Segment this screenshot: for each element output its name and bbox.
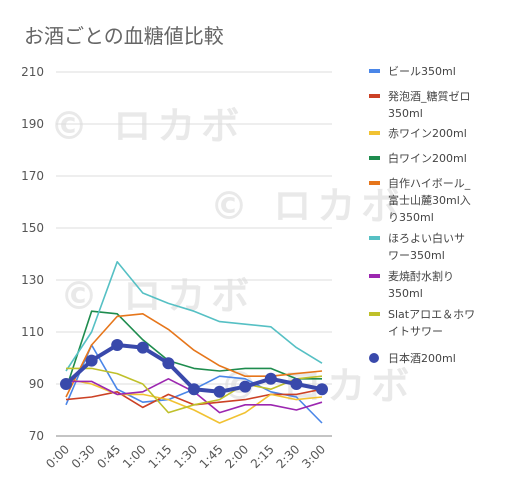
- data-point: [264, 372, 277, 385]
- legend-label: 麦焼酎水割り: [388, 269, 454, 283]
- data-point: [136, 341, 149, 354]
- legend-marker: [369, 353, 379, 363]
- y-tick-label: 90: [29, 377, 44, 391]
- legend-swatch: [369, 312, 380, 316]
- legend-label: イトサワー: [388, 325, 443, 338]
- data-point: [239, 380, 252, 393]
- series-line: [65, 260, 323, 372]
- x-tick-label: 2:00: [222, 442, 251, 471]
- x-tick-label: 1:15: [146, 442, 175, 471]
- legend-swatch: [369, 131, 380, 135]
- x-tick-label: 2:30: [274, 442, 303, 471]
- data-point: [188, 383, 200, 396]
- legend-swatch: [369, 94, 380, 98]
- legend-label: 350ml: [388, 107, 423, 120]
- legend-swatch: [369, 236, 380, 240]
- y-tick-label: 130: [21, 273, 44, 287]
- legend-label: Slatアロエ＆ホワ: [388, 308, 475, 321]
- legend-swatch: [369, 181, 380, 185]
- legend-label: ビール350ml: [388, 65, 456, 78]
- x-tick-label: 1:45: [197, 442, 226, 471]
- legend-label: り350ml: [388, 211, 434, 224]
- x-tick-label: 0:30: [69, 442, 98, 471]
- legend-label: 自作ハイボール_: [388, 177, 471, 190]
- x-tick-label: 0:45: [94, 442, 123, 471]
- legend-swatch: [369, 274, 380, 278]
- legend-label: 富士山麓30ml入: [388, 193, 471, 207]
- y-tick-label: 70: [29, 429, 44, 443]
- x-tick-label: 1:00: [120, 442, 149, 471]
- x-tick-label: 2:15: [248, 442, 277, 471]
- y-tick-label: 110: [21, 325, 44, 339]
- data-point: [290, 378, 303, 390]
- y-tick-label: 190: [21, 117, 44, 131]
- x-tick-label: 0:00: [43, 442, 72, 471]
- legend-label: ワー350ml: [388, 249, 445, 262]
- chart-title: お酒ごとの血糖値比較: [24, 24, 224, 48]
- data-point: [60, 378, 72, 390]
- legend-swatch: [369, 156, 380, 160]
- data-point: [316, 383, 328, 396]
- y-tick-label: 170: [21, 169, 44, 183]
- data-point: [85, 354, 98, 367]
- y-tick-label: 210: [21, 65, 44, 79]
- series-line: [66, 367, 323, 414]
- legend-label: ほろよい白いサ: [388, 231, 465, 245]
- data-point: [111, 339, 124, 351]
- y-tick-label: 150: [21, 221, 44, 235]
- legend-label: 発泡酒_糖質ゼロ: [388, 89, 471, 103]
- legend-swatch: [369, 69, 380, 73]
- data-point: [213, 385, 226, 398]
- series-line: [65, 310, 322, 390]
- legend-label: 白ワイン200ml: [388, 151, 467, 165]
- x-tick-label: 1:30: [171, 442, 200, 471]
- x-tick-label: 3:00: [299, 442, 328, 471]
- series-line: [65, 312, 323, 398]
- legend-label: 赤ワイン200ml: [388, 127, 467, 140]
- legend-label: 日本酒200ml: [388, 351, 456, 365]
- data-point: [162, 357, 175, 370]
- legend-label: 350ml: [388, 287, 423, 300]
